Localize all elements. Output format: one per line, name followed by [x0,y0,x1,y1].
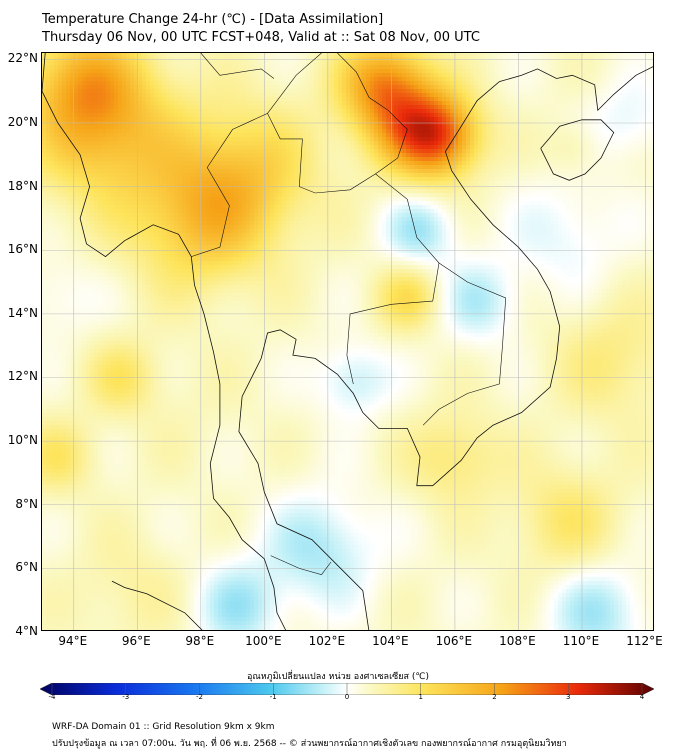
lat-label: 8°N [15,497,38,511]
colorbar-tick-label: 4 [640,693,644,701]
lat-label: 10°N [8,433,38,447]
lon-label: 110°E [563,634,600,648]
lon-label: 98°E [185,634,214,648]
colorbar-tick-label: -1 [270,693,277,701]
lat-label: 14°N [8,306,38,320]
lon-label: 96°E [122,634,151,648]
lat-label: 12°N [8,369,38,383]
map-panel[interactable] [41,52,654,631]
map-subtitle: Thursday 06 Nov, 00 UTC FCST+048, Valid … [42,30,480,46]
colorbar-tick-label: 2 [492,693,496,701]
lon-label: 104°E [372,634,409,648]
footer-model-info: WRF-DA Domain 01 :: Grid Resolution 9km … [52,722,274,732]
colorbar-tick-label: 3 [566,693,570,701]
colorbar-tick-label: 0 [345,693,349,701]
lat-label: 6°N [15,560,38,574]
lon-label: 100°E [245,634,282,648]
lat-label: 18°N [8,179,38,193]
colorbar-tick-label: -4 [49,693,56,701]
lon-label: 106°E [436,634,473,648]
colorbar-tick-label: 1 [419,693,423,701]
footer-credits: ปรับปรุงข้อมูล ณ เวลา 07:00น. วัน พฤ. ที… [52,736,567,750]
lat-label: 20°N [8,115,38,129]
lat-label: 4°N [15,624,38,638]
colorbar-tick-label: -2 [196,693,203,701]
map-title: Temperature Change 24-hr (℃) - [Data Ass… [42,12,383,28]
lon-label: 102°E [309,634,346,648]
colorbar-tick-label: -3 [122,693,129,701]
lat-label: 22°N [8,51,38,65]
lon-label: 112°E [626,634,663,648]
lon-label: 108°E [499,634,536,648]
lat-label: 16°N [8,242,38,256]
lon-label: 94°E [58,634,87,648]
colorbar [40,680,654,692]
map-canvas[interactable] [42,53,654,631]
